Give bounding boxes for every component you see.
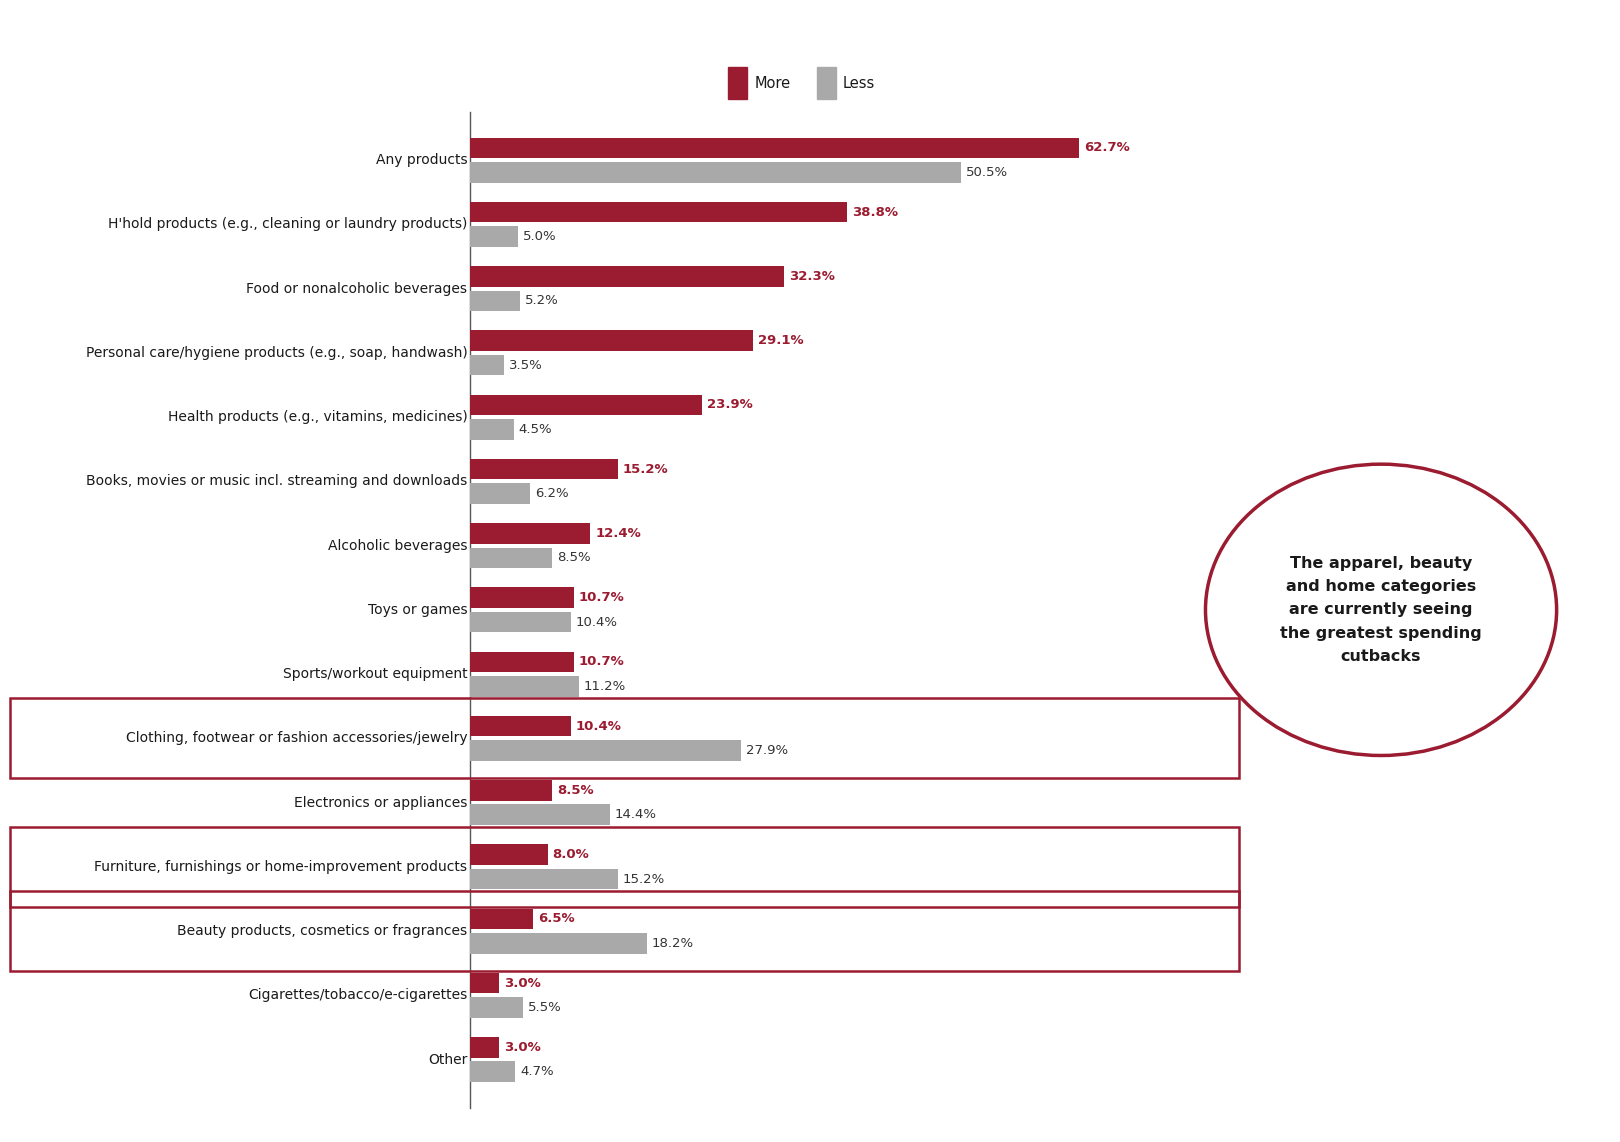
- Text: 3.5%: 3.5%: [509, 359, 543, 371]
- Text: Sports/workout equipment: Sports/workout equipment: [284, 667, 468, 681]
- Text: The apparel, beauty
and home categories
are currently seeing
the greatest spendi: The apparel, beauty and home categories …: [1280, 555, 1482, 665]
- Bar: [470, 1037, 499, 1057]
- Bar: [470, 804, 609, 825]
- Text: 8.0%: 8.0%: [552, 849, 590, 861]
- Text: Any products: Any products: [376, 153, 468, 167]
- Text: 11.2%: 11.2%: [583, 679, 625, 693]
- Text: More: More: [755, 75, 791, 91]
- Text: Beauty products, cosmetics or fragrances: Beauty products, cosmetics or fragrances: [177, 924, 468, 938]
- Text: 5.2%: 5.2%: [525, 295, 559, 307]
- Bar: [470, 869, 617, 890]
- Bar: [470, 355, 504, 376]
- Text: 50.5%: 50.5%: [966, 166, 1008, 179]
- Text: 4.5%: 4.5%: [518, 423, 552, 436]
- Bar: [470, 997, 523, 1018]
- Text: Alcoholic beverages: Alcoholic beverages: [327, 539, 468, 553]
- Text: 8.5%: 8.5%: [557, 552, 591, 564]
- Text: Health products (e.g., vitamins, medicines): Health products (e.g., vitamins, medicin…: [168, 410, 468, 424]
- Bar: [470, 330, 753, 351]
- Text: 5.5%: 5.5%: [528, 1002, 562, 1014]
- Text: 6.5%: 6.5%: [538, 912, 575, 925]
- Bar: [470, 933, 646, 954]
- Text: Less: Less: [842, 75, 875, 91]
- Text: 10.4%: 10.4%: [575, 616, 617, 628]
- Text: 15.2%: 15.2%: [622, 872, 664, 885]
- Text: 5.0%: 5.0%: [523, 230, 557, 243]
- Bar: [470, 587, 573, 608]
- Bar: [470, 652, 573, 673]
- Text: 10.7%: 10.7%: [578, 656, 624, 668]
- Text: 3.0%: 3.0%: [504, 1040, 541, 1054]
- Text: 4.7%: 4.7%: [520, 1065, 554, 1078]
- Bar: [470, 973, 499, 994]
- Text: Clothing, footwear or fashion accessories/jewelry: Clothing, footwear or fashion accessorie…: [126, 731, 468, 746]
- Text: Toys or games: Toys or games: [368, 603, 468, 617]
- Text: Other: Other: [428, 1053, 468, 1067]
- Bar: [470, 676, 578, 697]
- Text: Electronics or appliances: Electronics or appliances: [295, 796, 468, 810]
- Text: 23.9%: 23.9%: [706, 399, 753, 411]
- Bar: [470, 483, 530, 504]
- Bar: [470, 716, 570, 737]
- Text: Figure 4. All Respondents: What They Are Currently Buying More/Less Of (% of Res: Figure 4. All Respondents: What They Are…: [11, 22, 886, 39]
- Text: 32.3%: 32.3%: [789, 270, 834, 283]
- Bar: [470, 844, 548, 864]
- Text: Furniture, furnishings or home-improvement products: Furniture, furnishings or home-improveme…: [94, 860, 468, 874]
- Bar: [470, 547, 552, 568]
- Text: Food or nonalcoholic beverages: Food or nonalcoholic beverages: [246, 282, 468, 296]
- Bar: [470, 612, 570, 633]
- Text: Cigarettes/tobacco/e-cigarettes: Cigarettes/tobacco/e-cigarettes: [248, 988, 468, 1003]
- Text: 18.2%: 18.2%: [651, 936, 693, 950]
- Bar: [470, 202, 847, 223]
- Text: H'hold products (e.g., cleaning or laundry products): H'hold products (e.g., cleaning or laund…: [109, 217, 468, 232]
- Text: 8.5%: 8.5%: [557, 783, 595, 797]
- Bar: [470, 290, 520, 311]
- Text: 62.7%: 62.7%: [1084, 142, 1129, 154]
- Text: Books, movies or music incl. streaming and downloads: Books, movies or music incl. streaming a…: [86, 474, 468, 489]
- Bar: [470, 523, 590, 544]
- Bar: [470, 1061, 515, 1081]
- Bar: [816, 67, 836, 99]
- Text: 10.4%: 10.4%: [575, 719, 622, 733]
- Text: Personal care/hygiene products (e.g., soap, handwash): Personal care/hygiene products (e.g., so…: [86, 346, 468, 360]
- Bar: [470, 909, 533, 930]
- Text: 14.4%: 14.4%: [614, 809, 656, 821]
- Bar: [470, 780, 552, 801]
- Bar: [470, 459, 617, 480]
- Bar: [470, 740, 740, 761]
- Text: 38.8%: 38.8%: [852, 206, 897, 218]
- Bar: [470, 419, 514, 440]
- Text: 27.9%: 27.9%: [745, 745, 787, 757]
- Text: 29.1%: 29.1%: [758, 335, 804, 347]
- Text: 15.2%: 15.2%: [622, 463, 667, 475]
- Text: 10.7%: 10.7%: [578, 592, 624, 604]
- Text: 3.0%: 3.0%: [504, 976, 541, 990]
- Bar: [470, 138, 1079, 159]
- Text: 12.4%: 12.4%: [595, 526, 642, 540]
- Bar: [470, 266, 784, 287]
- Bar: [470, 395, 701, 416]
- Bar: [470, 226, 518, 247]
- Bar: [729, 67, 747, 99]
- Text: 6.2%: 6.2%: [535, 486, 569, 500]
- Bar: [470, 162, 961, 183]
